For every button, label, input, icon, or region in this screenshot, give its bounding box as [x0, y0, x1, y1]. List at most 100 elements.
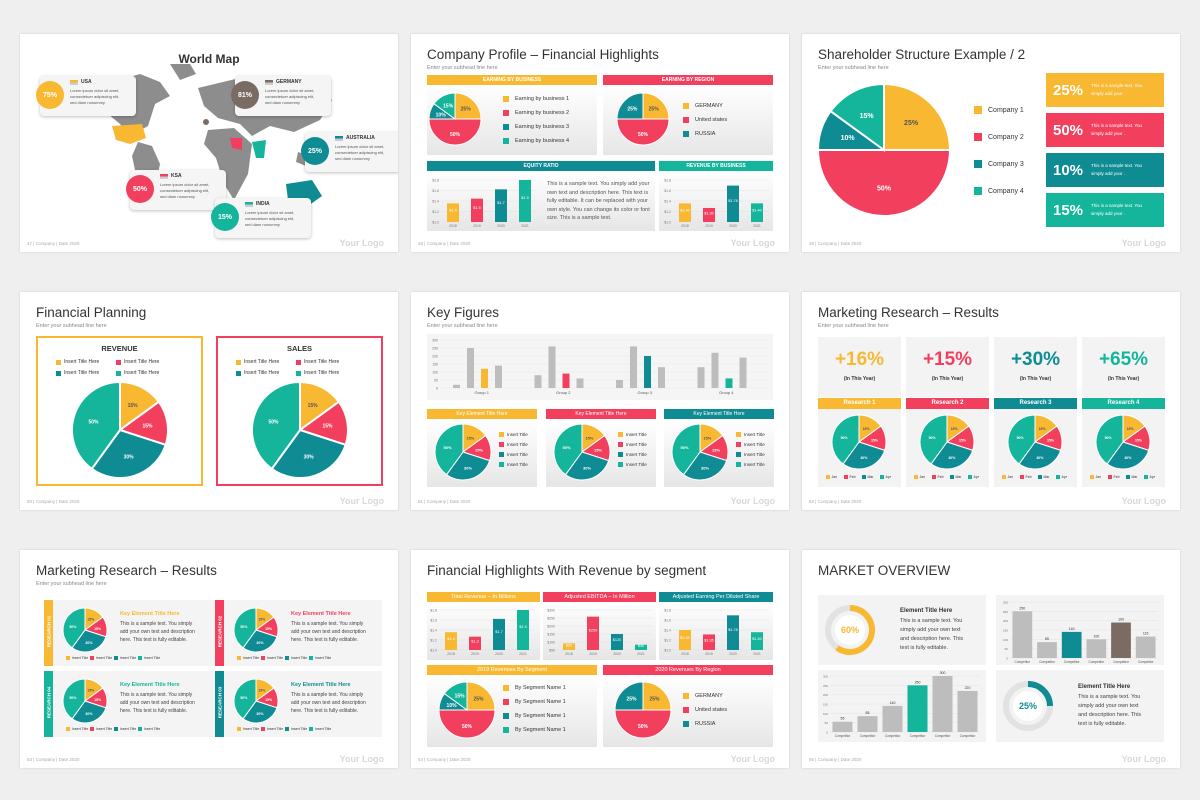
- legend-swatch: [932, 475, 936, 479]
- bar-category-label: Competitor: [1039, 660, 1056, 664]
- body-line: and description here. This: [1078, 712, 1142, 718]
- legend-label: Insert Title: [744, 432, 765, 437]
- legend-item: Feb: [932, 475, 944, 479]
- logo-text: Your Logo: [339, 496, 384, 506]
- slide-marketing-research-cards[interactable]: Marketing Research – Results Enter your …: [20, 550, 398, 768]
- country-callout[interactable]: 75% USA Lorem ipsum dolor sit amet, consect…: [36, 76, 136, 116]
- pie-slice-label: 25%: [627, 697, 638, 703]
- legend-swatch: [974, 106, 982, 114]
- pie-slice: [614, 681, 644, 711]
- research-pie: 15% 15% 30% 50%: [1095, 414, 1151, 470]
- legend-item: Insert Title: [237, 656, 259, 660]
- group-label: Group 2: [556, 390, 571, 395]
- bar-category-label: Competitor: [960, 734, 977, 738]
- bar: [1061, 631, 1082, 658]
- legend-item: Jan: [1002, 475, 1013, 479]
- bar: [711, 352, 719, 388]
- legend-swatch: [1126, 475, 1130, 479]
- axis-tick-label: 200: [1003, 619, 1008, 623]
- axis-tick-label: $1.2: [664, 639, 671, 643]
- research-label: Research 1: [818, 398, 901, 409]
- country-callout[interactable]: 81% GERMANY Lorem ipsum dolor sit amet, con…: [231, 76, 331, 116]
- bar: [751, 632, 763, 650]
- pie-slice-label: 50%: [69, 625, 77, 629]
- slide-key-figures[interactable]: Key Figures Enter your subhead line here…: [411, 292, 789, 510]
- bar-category-label: 2021: [753, 652, 761, 656]
- pie-slice: [251, 380, 301, 471]
- slide-financial-planning[interactable]: Financial Planning Enter your subhead li…: [20, 292, 398, 510]
- legend-swatch: [116, 359, 121, 365]
- country-callout[interactable]: 15% INDIA Lorem ipsum dolor sit amet, conse…: [211, 198, 311, 238]
- country-callout[interactable]: 50% KSA Lorem ipsum dolor sit amet, consect…: [126, 170, 226, 210]
- legend-label: Insert Title Here: [304, 359, 340, 365]
- competitor-bar-chart-2: 300 250 200 150 100 50 0 55 Competitor 85 Competit…: [823, 671, 980, 738]
- bar-value-label: $1.4: [449, 209, 456, 213]
- bar-value-label: 190: [1118, 618, 1124, 622]
- legend-item: Insert Title: [618, 462, 647, 467]
- legend-item: Company 4: [974, 187, 1024, 195]
- research-label: Research 2: [906, 398, 989, 409]
- flag-icon: [335, 136, 343, 141]
- bar-category-label: 2019: [589, 652, 597, 656]
- footer-text: | Company | Date 2020: [815, 757, 862, 762]
- group-label: Group 1: [475, 390, 490, 395]
- country-percent: 81%: [231, 81, 259, 109]
- legend-swatch: [880, 475, 884, 479]
- slide-company-profile[interactable]: Company Profile – Financial Highlights E…: [411, 34, 789, 252]
- pie-slice-label: 15%: [1127, 427, 1135, 431]
- slide-marketing-research-stats[interactable]: Marketing Research – Results Enter your …: [802, 292, 1180, 510]
- slide-title: Marketing Research – Results: [818, 305, 999, 320]
- pie-slice-label: 50%: [89, 419, 100, 425]
- usa-highlight: [112, 124, 146, 144]
- slide-financial-highlights-segment[interactable]: Financial Highlights With Revenue by seg…: [411, 550, 789, 768]
- legend-item: Insert Title: [736, 442, 765, 447]
- slide-world-map[interactable]: World Map 75% USA Lorem ipsum dolor sit am…: [20, 34, 398, 252]
- legend-label: Feb: [1113, 475, 1120, 479]
- bar-value-label: 300: [940, 671, 946, 675]
- pie-slice-label: 15%: [860, 113, 875, 120]
- bar: [616, 380, 623, 388]
- axis-tick-label: $1.6: [430, 619, 437, 623]
- legend-swatch: [285, 727, 289, 731]
- research-tab-label: RESEARCH 03: [217, 686, 223, 719]
- pie-slice-label: 50%: [69, 696, 77, 700]
- pie-slice-label: 15%: [142, 424, 153, 430]
- country-name: USA: [81, 79, 92, 85]
- slide-market-overview[interactable]: MARKET OVERVIEW 60% 25% 300 250 200 150 100 5…: [802, 550, 1180, 768]
- bar: [587, 616, 599, 650]
- revenue-pie: 15% 15% 30% 50%: [71, 380, 169, 479]
- legend-item: United states: [683, 117, 727, 123]
- bar-value-label: $50: [566, 643, 572, 647]
- legend-label: Insert Title: [72, 727, 89, 731]
- equity-ratio-header: EQUITY RATIO: [427, 161, 655, 171]
- country-name: INDIA: [256, 201, 270, 207]
- body-line: add your own text and description: [291, 700, 366, 706]
- pie-slice-label: 50%: [450, 132, 461, 138]
- body-line: and description here. This: [900, 636, 964, 642]
- description-line: Lorem ipsum dolor sit amet,: [245, 210, 295, 215]
- pie-slice: [553, 423, 583, 476]
- pie-slice-label: 50%: [240, 625, 248, 629]
- legend-label: Company 4: [988, 187, 1024, 195]
- legend-label: Insert Title: [120, 727, 137, 731]
- legend-label: Insert Title: [120, 656, 137, 660]
- bar: [882, 705, 903, 732]
- legend-swatch: [503, 96, 509, 102]
- legend-label: Insert Title Here: [64, 359, 100, 365]
- pie-slice: [831, 414, 860, 465]
- legend-swatch: [683, 117, 689, 123]
- legend-label: Insert Title Here: [64, 370, 100, 376]
- country-percent: 50%: [126, 175, 154, 203]
- bar-value-label: 85: [1045, 637, 1049, 641]
- pie-slice: [616, 92, 644, 120]
- pie-slice-label: 15%: [265, 698, 273, 702]
- research-card-pie: 15% 15% 30% 50%: [233, 607, 279, 653]
- country-description: Lorem ipsum dolor sit amet, consectetuer …: [160, 182, 209, 199]
- pie-slice-label: 15%: [871, 439, 879, 443]
- country-callout[interactable]: 25% AUSTRALIA Lorem ipsum dolor sit amet, c…: [301, 132, 398, 172]
- bar-category-label: 2020: [497, 224, 505, 228]
- bar: [548, 346, 556, 388]
- pie-slice-label: 15%: [258, 618, 266, 622]
- legend-swatch: [503, 699, 509, 705]
- slide-shareholder-structure[interactable]: Shareholder Structure Example / 2 Enter …: [802, 34, 1180, 252]
